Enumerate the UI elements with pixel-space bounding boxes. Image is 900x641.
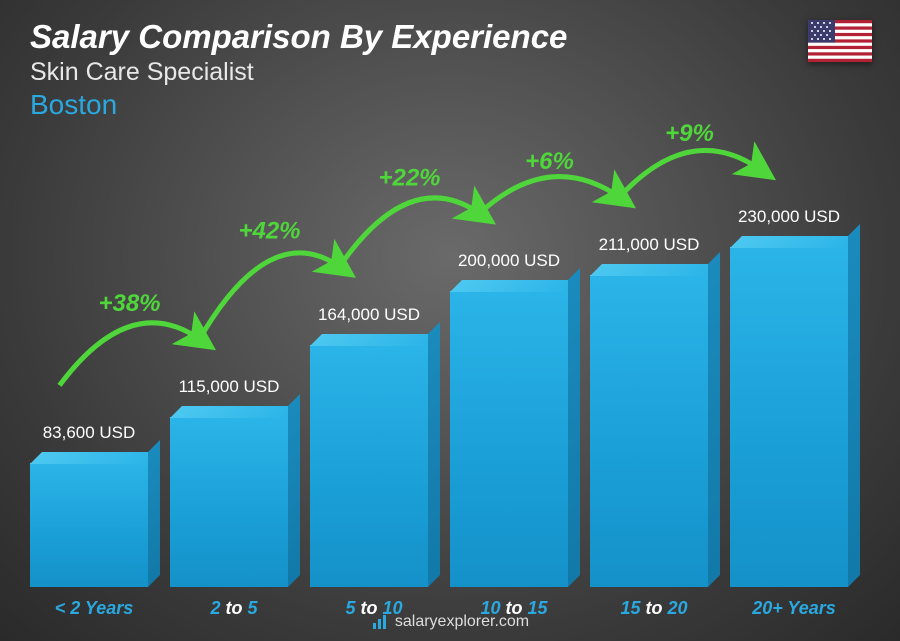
bar-side-face	[848, 224, 860, 587]
increase-pct-1: +42%	[238, 218, 300, 245]
bar-top-face	[730, 236, 860, 248]
bar-side-face	[148, 440, 160, 587]
bar-side-face	[708, 252, 720, 587]
bar-top-face	[30, 452, 160, 464]
bar-rect	[30, 463, 148, 587]
value-label: 164,000 USD	[299, 305, 439, 325]
page-subtitle: Skin Care Specialist	[30, 58, 567, 87]
bar-top-face	[590, 264, 720, 276]
value-label: 200,000 USD	[439, 251, 579, 271]
salary-bar-chart: +38%+42%+22%+6%+9% 83,600 USD< 2 Years11…	[30, 167, 858, 587]
logo-icon	[371, 613, 389, 631]
header: Salary Comparison By Experience Skin Car…	[30, 18, 567, 121]
value-label: 83,600 USD	[19, 423, 159, 443]
location-label: Boston	[30, 89, 567, 121]
bar-top-face	[310, 334, 440, 346]
increase-arc-4	[620, 150, 760, 197]
increase-pct-4: +9%	[665, 120, 714, 147]
usa-flag-icon	[808, 20, 872, 62]
bar-top-face	[450, 280, 580, 292]
increase-arc-3	[480, 177, 620, 214]
bar-side-face	[568, 268, 580, 587]
bar-rect	[730, 247, 848, 587]
bar-top-face	[170, 406, 300, 418]
bar-rect	[450, 291, 568, 587]
page-title: Salary Comparison By Experience	[30, 18, 567, 56]
footer-site: salaryexplorer.com	[395, 613, 529, 630]
increase-arc-1	[200, 253, 340, 339]
value-label: 115,000 USD	[159, 377, 299, 397]
bar-rect	[590, 275, 708, 587]
bar-side-face	[288, 394, 300, 587]
bar-side-face	[428, 322, 440, 587]
value-label: 230,000 USD	[719, 207, 859, 227]
increase-pct-2: +22%	[378, 164, 440, 191]
increase-pct-0: +38%	[98, 290, 160, 317]
increase-pct-3: +6%	[525, 148, 574, 175]
bar-rect	[170, 417, 288, 587]
bar-rect	[310, 345, 428, 587]
value-label: 211,000 USD	[579, 235, 719, 255]
footer: salaryexplorer.com	[0, 613, 900, 631]
